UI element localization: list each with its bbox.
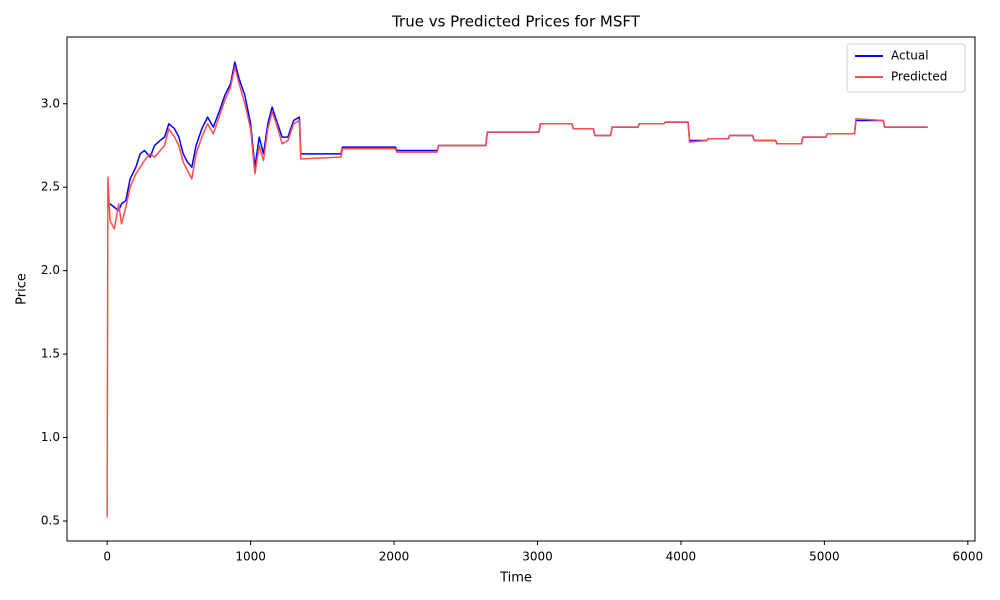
x-tick-label: 4000 <box>666 550 697 564</box>
y-tick-label: 2.0 <box>41 263 60 277</box>
x-tick-label: 5000 <box>809 550 840 564</box>
legend: Actual Predicted <box>846 43 966 93</box>
x-tick-label: 0 <box>103 550 111 564</box>
y-tick-label: 0.5 <box>41 513 60 527</box>
plot-frame <box>66 36 976 542</box>
y-tick-label: 1.5 <box>41 347 60 361</box>
x-tick-label: 1000 <box>235 550 266 564</box>
y-tick-label: 3.0 <box>41 96 60 110</box>
x-tick-label: 2000 <box>379 550 410 564</box>
series-line <box>106 66 928 518</box>
legend-label: Predicted <box>891 70 947 84</box>
x-axis-label: Time <box>499 571 532 586</box>
chart-title: True vs Predicted Prices for MSFT <box>391 13 641 31</box>
x-tick-label: 3000 <box>522 550 553 564</box>
y-tick-label: 1.0 <box>41 430 60 444</box>
legend-label: Actual <box>891 49 929 63</box>
y-tick-label: 2.5 <box>41 180 60 194</box>
x-tick-label: 6000 <box>953 550 984 564</box>
y-axis-label: Price <box>15 273 30 305</box>
